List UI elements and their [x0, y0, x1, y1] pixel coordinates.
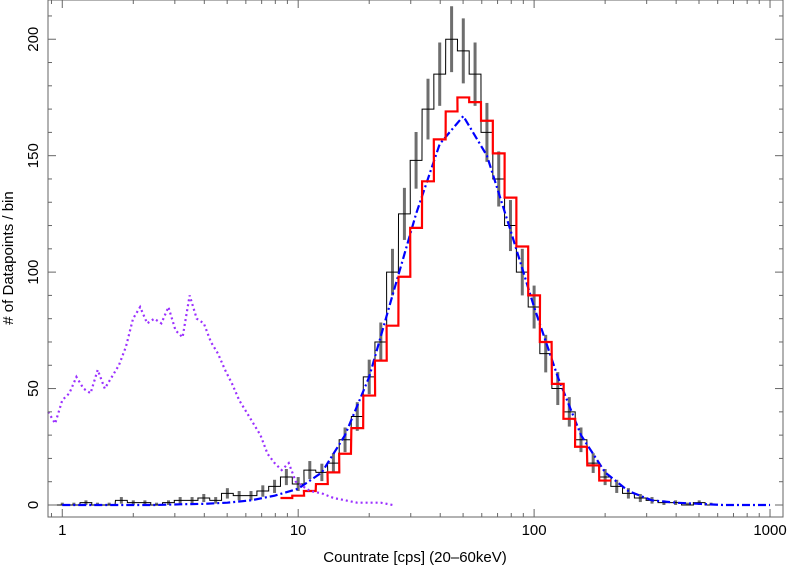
x-tick-label: 1 — [58, 522, 66, 539]
axes: 0 50 100 150 200 1 10 100 1000 — [25, 0, 787, 539]
x-tick-label: 1000 — [753, 522, 786, 539]
y-tick-label: 200 — [25, 27, 42, 52]
series-0 — [56, 6, 717, 505]
x-axis-label: Countrate [cps] (20–60keV) — [323, 549, 506, 566]
y-tick-label: 0 — [25, 501, 42, 509]
series-3 — [48, 295, 393, 505]
plot-marks — [48, 6, 770, 505]
y-tick-label: 150 — [25, 143, 42, 168]
y-tick-label: 100 — [25, 260, 42, 285]
plot-frame — [48, 0, 783, 517]
data-histogram — [56, 39, 717, 505]
model-line-red — [280, 97, 611, 498]
series-2 — [280, 97, 611, 498]
x-tick-label: 100 — [522, 522, 547, 539]
x-tick-label: 10 — [290, 522, 307, 539]
background-line-purple — [48, 295, 392, 505]
y-axis-label: # of Datapoints / bin — [0, 191, 17, 324]
y-tick-label: 50 — [25, 380, 42, 397]
